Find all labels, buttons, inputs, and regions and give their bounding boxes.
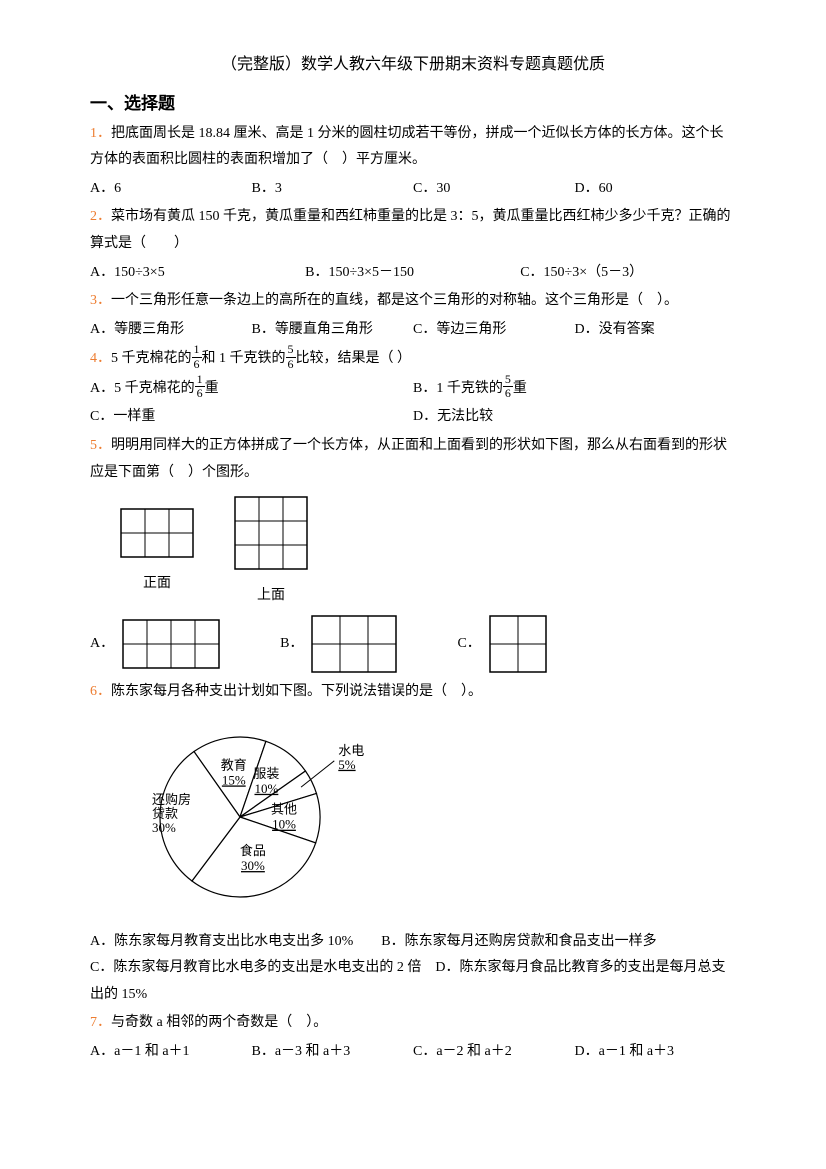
svg-text:15%: 15% xyxy=(222,772,246,787)
q4-opt-a: A．5 千克棉花的16重 xyxy=(90,375,413,403)
q5-ans-a-label: A． xyxy=(90,631,114,658)
question-2: 2．菜市场有黄瓜 150 千克，黄瓜重量和西红柿重量的比是 3：5，黄瓜重量比西… xyxy=(90,204,736,286)
q3-num: 3． xyxy=(90,293,111,308)
q6-num: 6． xyxy=(90,684,111,699)
q4-options-row1: A．5 千克棉花的16重 B．1 千克铁的56重 xyxy=(90,375,736,403)
svg-text:其他: 其他 xyxy=(271,802,297,817)
svg-text:服装: 服装 xyxy=(253,766,279,781)
q5-ans-b-grid xyxy=(311,615,397,673)
q3-opt-b: B．等腰直角三角形 xyxy=(252,317,414,344)
q4-opt-b: B．1 千克铁的56重 xyxy=(413,375,736,403)
q4-frac1: 16 xyxy=(192,343,202,370)
question-1: 1．把底面周长是 18.84 厘米、高是 1 分米的圆柱切成若干等份，拼成一个近… xyxy=(90,121,736,203)
q7-text: 与奇数 a 相邻的两个奇数是（ ）。 xyxy=(111,1015,327,1030)
q7-options: A．a－1 和 a＋1 B．a－3 和 a＋3 C．a－2 和 a＋2 D．a－… xyxy=(90,1039,736,1066)
q4-opt-c: C．一样重 xyxy=(90,404,413,431)
svg-text:10%: 10% xyxy=(254,781,278,796)
q1-opt-b: B．3 xyxy=(252,176,414,203)
q1-text: 把底面周长是 18.84 厘米、高是 1 分米的圆柱切成若干等份，拼成一个近似长… xyxy=(90,126,724,168)
q5-num: 5． xyxy=(90,438,111,453)
svg-text:30%: 30% xyxy=(241,858,265,873)
q4-opt-d: D．无法比较 xyxy=(413,404,736,431)
q5-answer-row: A． B． C． xyxy=(90,615,736,673)
q7-num: 7． xyxy=(90,1015,111,1030)
q6-opt-a: A．陈东家每月教育支出比水电支出多 10% xyxy=(90,934,353,949)
q4-num: 4． xyxy=(90,351,111,366)
q6-opt-b: B．陈东家每月还购房贷款和食品支出一样多 xyxy=(381,934,656,949)
q2-opt-a: A．150÷3×5 xyxy=(90,260,305,287)
q3-opt-a: A．等腰三角形 xyxy=(90,317,252,344)
question-7: 7．与奇数 a 相邻的两个奇数是（ ）。 A．a－1 和 a＋1 B．a－3 和… xyxy=(90,1010,736,1065)
q5-ans-a-grid xyxy=(122,619,220,669)
q1-options: A．6 B．3 C．30 D．60 xyxy=(90,176,736,203)
q2-options: A．150÷3×5 B．150÷3×5－150 C．150÷3×（5－3） xyxy=(90,260,736,287)
q5-ans-b-label: B． xyxy=(280,631,303,658)
q2-opt-c: C．150÷3×（5－3） xyxy=(520,260,735,287)
q2-opt-b: B．150÷3×5－150 xyxy=(305,260,520,287)
q2-text: 菜市场有黄瓜 150 千克，黄瓜重量和西红柿重量的比是 3：5，黄瓜重量比西红柿… xyxy=(90,209,731,251)
question-4: 4．5 千克棉花的16和 1 千克铁的56比较，结果是（ ） A．5 千克棉花的… xyxy=(90,345,736,431)
section-header: 一、选择题 xyxy=(90,88,736,120)
svg-text:还购房: 还购房 xyxy=(152,792,191,807)
q6-opt-c: C．陈东家每月教育比水电多的支出是水电支出的 2 倍 xyxy=(90,960,421,975)
q4-suffix: 比较，结果是（ ） xyxy=(296,351,412,366)
q5-top-grid xyxy=(234,496,308,570)
q1-opt-d: D．60 xyxy=(575,176,737,203)
svg-text:贷款: 贷款 xyxy=(152,806,178,821)
q4-options-row2: C．一样重 D．无法比较 xyxy=(90,404,736,431)
question-6: 6．陈东家每月各种支出计划如下图。下列说法错误的是（ ）。 教育15%服装10%… xyxy=(90,679,736,1008)
q5-top-label: 上面 xyxy=(234,583,308,610)
q3-opt-c: C．等边三角形 xyxy=(413,317,575,344)
q5-given-figures: 正面 上面 xyxy=(120,496,736,609)
svg-text:10%: 10% xyxy=(272,817,296,832)
q5-text: 明明用同样大的正方体拼成了一个长方体，从正面和上面看到的形状如下图，那么从右面看… xyxy=(90,438,727,480)
q6-text: 陈东家每月各种支出计划如下图。下列说法错误的是（ ）。 xyxy=(111,684,482,699)
q7-opt-c: C．a－2 和 a＋2 xyxy=(413,1039,575,1066)
q3-opt-d: D．没有答案 xyxy=(575,317,737,344)
svg-text:教育: 教育 xyxy=(221,757,247,772)
svg-text:水电: 水电 xyxy=(338,743,364,758)
q5-ans-c-grid xyxy=(489,615,547,673)
q4-mid: 和 1 千克铁的 xyxy=(202,351,286,366)
q1-opt-a: A．6 xyxy=(90,176,252,203)
q1-opt-c: C．30 xyxy=(413,176,575,203)
q1-num: 1． xyxy=(90,126,111,141)
q4-prefix: 5 千克棉花的 xyxy=(111,351,192,366)
q5-ans-c-label: C． xyxy=(457,631,480,658)
q7-opt-a: A．a－1 和 a＋1 xyxy=(90,1039,252,1066)
q6-pie-chart: 教育15%服装10%水电5%其他10%食品30%还购房贷款30% xyxy=(120,712,736,923)
question-5: 5．明明用同样大的正方体拼成了一个长方体，从正面和上面看到的形状如下图，那么从右… xyxy=(90,433,736,673)
q4-frac2: 56 xyxy=(286,343,296,370)
q7-opt-d: D．a－1 和 a＋3 xyxy=(575,1039,737,1066)
question-3: 3．一个三角形任意一条边上的高所在的直线，都是这个三角形的对称轴。这个三角形是（… xyxy=(90,288,736,343)
q5-front-label: 正面 xyxy=(120,571,194,598)
svg-text:30%: 30% xyxy=(152,820,176,835)
q3-text: 一个三角形任意一条边上的高所在的直线，都是这个三角形的对称轴。这个三角形是（ ）… xyxy=(111,293,678,308)
q2-num: 2． xyxy=(90,209,111,224)
q5-front-grid xyxy=(120,508,194,558)
page-title: （完整版）数学人教六年级下册期末资料专题真题优质 xyxy=(90,50,736,80)
svg-text:5%: 5% xyxy=(338,757,356,772)
q3-options: A．等腰三角形 B．等腰直角三角形 C．等边三角形 D．没有答案 xyxy=(90,317,736,344)
q7-opt-b: B．a－3 和 a＋3 xyxy=(252,1039,414,1066)
svg-text:食品: 食品 xyxy=(240,843,266,858)
q6-options: A．陈东家每月教育支出比水电支出多 10% B．陈东家每月还购房贷款和食品支出一… xyxy=(90,929,736,1009)
